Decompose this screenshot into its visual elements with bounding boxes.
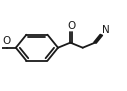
Text: O: O	[67, 21, 75, 31]
Text: N: N	[102, 25, 110, 35]
Text: O: O	[2, 36, 11, 46]
